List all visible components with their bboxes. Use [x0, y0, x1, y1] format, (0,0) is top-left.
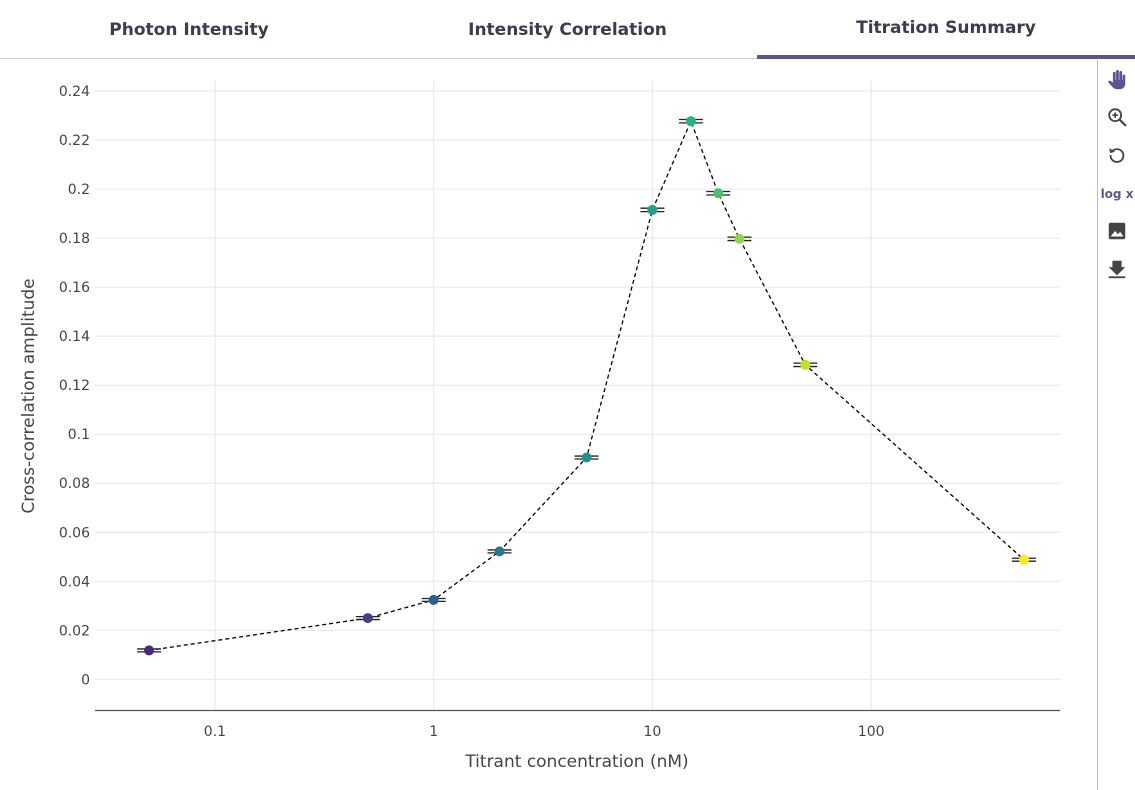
data-point[interactable] — [428, 594, 439, 605]
save-image-button[interactable] — [1098, 216, 1135, 246]
y-tick-label: 0.02 — [59, 623, 90, 639]
titration-chart: 0 0.02 0.04 0.06 0.08 0.1 0.12 0.14 0.16 0.18 0.2 0… — [19, 80, 1060, 772]
x-tick-labels: 0.1 1 10 100 — [204, 724, 885, 740]
tab-photon-intensity[interactable]: Photon Intensity — [109, 19, 269, 40]
y-tick-label: 0.14 — [59, 329, 90, 345]
y-tick-label: 0.04 — [59, 574, 90, 590]
x-tick-label: 1 — [429, 724, 438, 740]
grid-lines — [95, 80, 1060, 710]
y-tick-label: 0.2 — [68, 182, 90, 198]
data-point[interactable] — [1019, 554, 1030, 565]
tab-bar: Photon Intensity Intensity Correlation T… — [0, 0, 1135, 59]
y-axis-title: Cross-correlation amplitude — [19, 278, 39, 513]
zoom-in-icon — [1108, 108, 1127, 127]
data-point[interactable] — [685, 116, 696, 127]
data-point[interactable] — [494, 546, 505, 557]
y-tick-label: 0.1 — [68, 427, 90, 443]
download-button[interactable] — [1098, 254, 1135, 284]
connecting-line — [149, 119, 1025, 652]
data-point[interactable] — [144, 645, 155, 656]
y-tick-label: 0.24 — [59, 84, 90, 100]
log-x-label: log x — [1100, 187, 1134, 201]
data-points — [144, 116, 1030, 656]
tab-intensity-correlation[interactable]: Intensity Correlation — [468, 19, 667, 40]
x-tick-label: 100 — [858, 724, 885, 740]
x-tick-label: 0.1 — [204, 724, 226, 740]
image-icon — [1108, 222, 1126, 240]
tab-titration-summary[interactable]: Titration Summary — [757, 0, 1135, 59]
hand-pan-icon — [1108, 69, 1126, 90]
log-x-toggle[interactable]: log x — [1098, 179, 1135, 209]
y-tick-label: 0.12 — [59, 378, 90, 394]
y-tick-label: 0.16 — [59, 280, 90, 296]
y-tick-label: 0 — [81, 672, 90, 688]
y-tick-labels: 0 0.02 0.04 0.06 0.08 0.1 0.12 0.14 0.16 0.18 0.2 0… — [59, 84, 90, 688]
reset-icon — [1109, 148, 1125, 163]
data-point[interactable] — [362, 613, 373, 624]
pan-button[interactable] — [1098, 65, 1135, 95]
y-tick-label: 0.06 — [59, 525, 90, 541]
data-point[interactable] — [800, 359, 811, 370]
data-point[interactable] — [647, 204, 658, 215]
y-tick-label: 0.08 — [59, 476, 90, 492]
y-tick-label: 0.18 — [59, 231, 90, 247]
data-point[interactable] — [713, 188, 724, 199]
x-axis-title: Titrant concentration (nM) — [464, 752, 688, 772]
data-point[interactable] — [581, 452, 592, 463]
x-tick-label: 10 — [643, 724, 661, 740]
zoom-button[interactable] — [1098, 102, 1135, 132]
reset-button[interactable] — [1098, 140, 1135, 170]
data-point[interactable] — [734, 233, 745, 244]
y-tick-label: 0.22 — [59, 133, 90, 149]
download-icon — [1108, 260, 1126, 279]
chart-toolbar: log x — [1097, 60, 1135, 790]
